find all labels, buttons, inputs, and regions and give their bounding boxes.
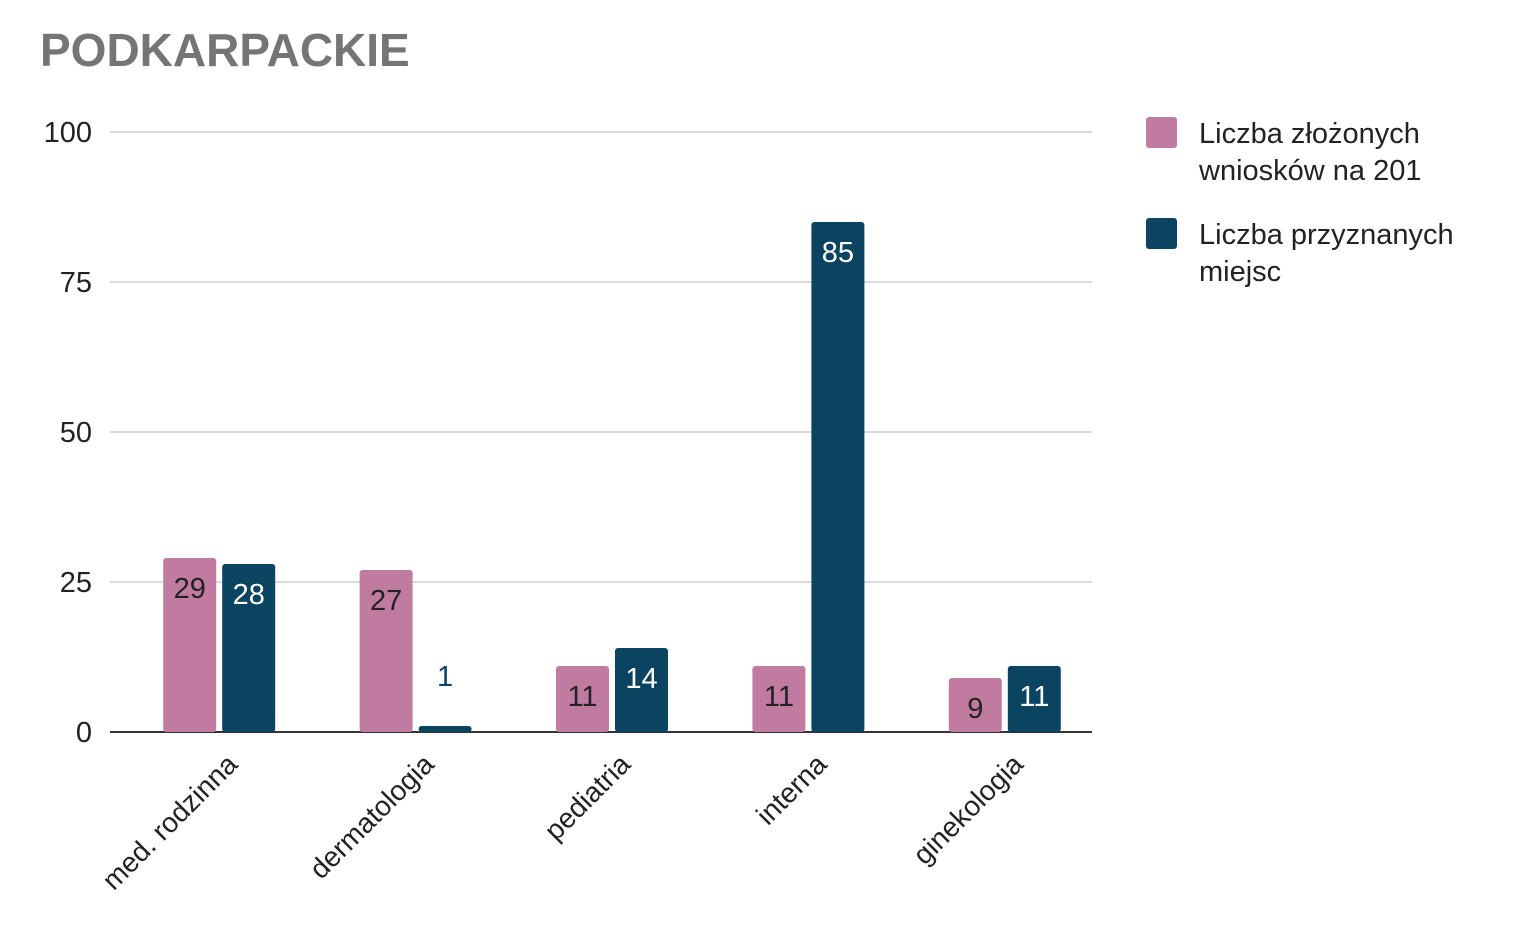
data-label: 11 <box>764 681 794 713</box>
legend-label: miejsc <box>1199 256 1281 288</box>
y-tick-label: 0 <box>76 717 92 749</box>
legend: Liczba złożonych wniosków na 201 Liczba pr… <box>1146 117 1454 288</box>
x-category-label: interna <box>750 748 833 831</box>
data-label: 11 <box>567 681 597 713</box>
data-label: 11 <box>1019 681 1049 713</box>
data-label: 29 <box>174 573 206 605</box>
bar-series-2 <box>811 222 865 732</box>
legend-swatch <box>1146 117 1177 148</box>
bar-series-1 <box>948 678 1002 732</box>
x-axis-categories: med. rodzinna dermatologia pediatria intern… <box>96 748 1029 896</box>
legend-label: Liczba złożonych <box>1199 118 1420 150</box>
data-label: 1 <box>437 661 453 693</box>
bar-series-1 <box>556 666 609 732</box>
legend-label: Liczba przyznanych <box>1199 219 1454 251</box>
x-category-label: pediatria <box>538 748 636 846</box>
x-category-label: med. rodzinna <box>96 748 244 896</box>
bar-series-1 <box>359 570 413 732</box>
bar-series-2 <box>615 648 668 732</box>
data-label: 27 <box>370 585 402 617</box>
y-axis-ticks: 0 25 50 75 100 <box>44 117 92 749</box>
y-tick-label: 50 <box>60 417 92 449</box>
y-tick-label: 25 <box>60 567 92 599</box>
x-category-label: ginekologia <box>907 748 1029 870</box>
x-category-label: dermatologia <box>303 748 440 885</box>
y-tick-label: 75 <box>60 267 92 299</box>
bar-series-1 <box>163 558 217 732</box>
bars-layer <box>163 222 1061 732</box>
bar-series-2 <box>222 564 276 732</box>
chart-title: PODKARPACKIE <box>40 24 410 76</box>
bar-series-2 <box>1007 666 1061 732</box>
data-label: 9 <box>967 693 983 725</box>
bar-series-1 <box>752 666 806 732</box>
legend-label: wniosków na 201 <box>1198 155 1421 187</box>
data-label: 14 <box>625 663 657 695</box>
y-tick-label: 100 <box>44 117 92 149</box>
legend-swatch <box>1146 218 1177 249</box>
data-label: 85 <box>822 237 854 269</box>
data-label: 28 <box>233 579 265 611</box>
bar-series-2 <box>418 726 472 732</box>
